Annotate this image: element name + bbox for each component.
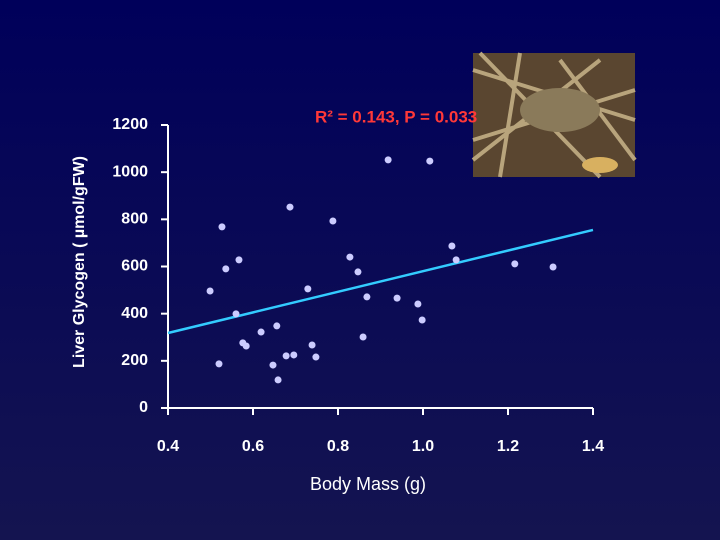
chart-title: R² = 0.143, P = 0.033 [315,107,477,126]
point [354,268,362,276]
x-tick-label: 0.6 [242,438,264,455]
point [274,376,282,384]
y-tick-label: 1200 [112,116,148,133]
point [290,351,298,359]
x-tick-label: 1.0 [412,438,434,455]
point [452,256,460,264]
point [282,352,290,360]
point [273,322,281,330]
point [206,287,214,295]
point [549,263,557,271]
point [308,341,316,349]
y-tick-label: 600 [121,258,148,275]
point [448,242,456,250]
point [418,316,426,324]
point [304,285,312,293]
point [218,223,226,231]
point [235,256,243,264]
x-tick-label: 1.4 [582,438,604,455]
point [257,328,265,336]
point [414,300,422,308]
y-tick-label: 0 [139,399,148,416]
y-tick-label: 800 [121,211,148,228]
point [242,342,250,350]
x-axis-label: Body Mass (g) [310,474,426,494]
point [393,294,401,302]
point [346,253,354,261]
photo [471,51,637,179]
x-tick-label: 0.8 [327,438,349,455]
point [426,157,434,165]
point [384,156,392,164]
point [232,310,240,318]
point [215,360,223,368]
point [269,361,277,369]
y-tick-label: 1000 [112,163,148,180]
y-tick-label: 200 [121,352,148,369]
point [222,265,230,273]
y-axis-label: Liver Glycogen ( µmol/gFW) [71,156,88,368]
point [286,203,294,211]
point [511,260,519,268]
x-tick-label: 1.2 [497,438,519,455]
y-tick-label: 400 [121,305,148,322]
x-tick-label: 0.4 [157,438,179,455]
point [312,353,320,361]
point [363,293,371,301]
point [329,217,337,225]
point [359,333,367,341]
